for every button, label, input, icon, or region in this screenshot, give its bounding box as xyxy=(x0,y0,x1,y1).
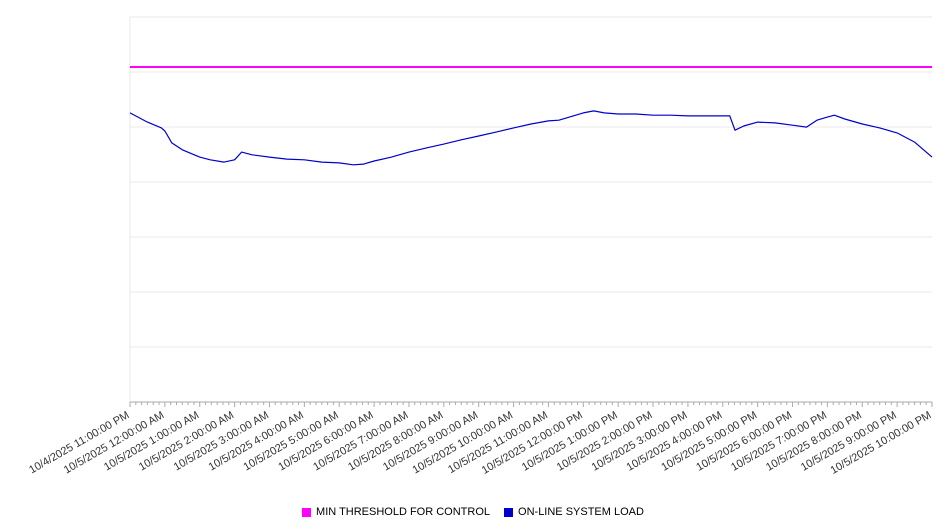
legend-item-threshold: MIN THRESHOLD FOR CONTROL xyxy=(302,506,490,518)
gridlines xyxy=(129,16,932,403)
threshold-legend-swatch-icon xyxy=(302,507,312,517)
legend: MIN THRESHOLD FOR CONTROL ON-LINE SYSTEM… xyxy=(0,506,946,518)
load-series-line xyxy=(129,110,933,166)
load-legend-swatch-icon xyxy=(504,507,514,517)
x-axis xyxy=(129,401,933,407)
legend-item-load: ON-LINE SYSTEM LOAD xyxy=(504,506,644,518)
load-legend-label: ON-LINE SYSTEM LOAD xyxy=(518,506,644,518)
threshold-legend-label: MIN THRESHOLD FOR CONTROL xyxy=(316,506,491,518)
